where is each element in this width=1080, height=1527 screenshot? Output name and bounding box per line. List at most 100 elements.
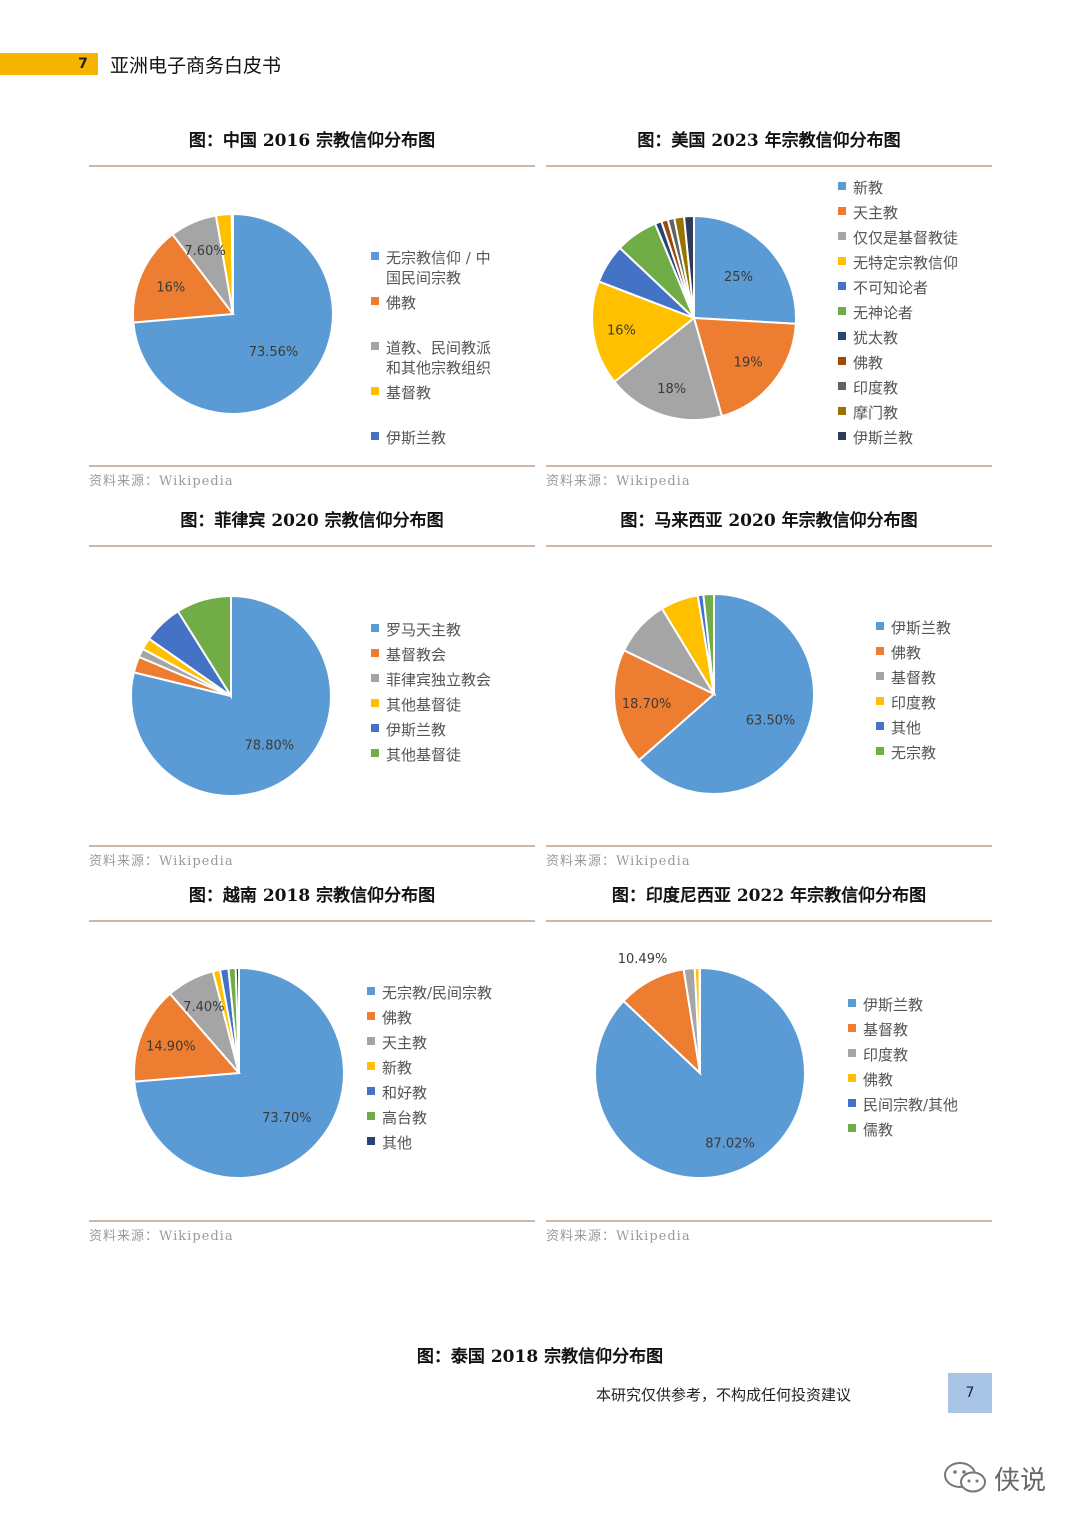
legend-item: 高台教 bbox=[367, 1108, 427, 1128]
legend-item: 佛教 bbox=[367, 1008, 412, 1028]
legend-swatch bbox=[371, 342, 379, 350]
legend-item: 佛教 bbox=[371, 293, 416, 313]
legend-item: 无宗教/民间宗教 bbox=[367, 983, 492, 1003]
legend-label: 基督教 bbox=[863, 1021, 909, 1039]
legend-item: 其他 bbox=[876, 718, 921, 738]
chart-panel-5: 图：印度尼西亚 2022 年宗教信仰分布图 资料来源：Wikipedia 87.02… bbox=[546, 881, 992, 1253]
pie-slice bbox=[692, 316, 797, 418]
legend-swatch bbox=[371, 297, 379, 305]
chart-title: 图：印度尼西亚 2022 年宗教信仰分布图 bbox=[611, 886, 927, 906]
legend-swatch bbox=[848, 1024, 856, 1032]
pie-chart: 87.02% 10.49% bbox=[594, 952, 806, 1179]
source-note: 资料来源：Wikipedia bbox=[546, 474, 691, 489]
data-label: 7.60% bbox=[184, 244, 225, 259]
legend-item: 天主教 bbox=[367, 1033, 427, 1053]
legend-swatch bbox=[876, 672, 884, 680]
legend-swatch bbox=[876, 647, 884, 655]
chart-panel-3: 图：马来西亚 2020 年宗教信仰分布图 资料来源：Wikipedia 63.50%… bbox=[546, 506, 992, 878]
legend-label: 其他基督徒 bbox=[386, 696, 462, 714]
legend-label: 伊斯兰教 bbox=[863, 996, 924, 1014]
legend-swatch bbox=[371, 624, 379, 632]
data-label: 10.49% bbox=[618, 952, 668, 967]
data-label: 7.40% bbox=[183, 1000, 224, 1015]
pie-slice bbox=[132, 232, 235, 324]
data-label: 16% bbox=[607, 323, 636, 338]
legend-swatch bbox=[838, 357, 846, 365]
legend-label: 佛教 bbox=[382, 1009, 413, 1027]
legend-label: 伊斯兰教 bbox=[386, 429, 447, 447]
data-label: 16% bbox=[156, 280, 185, 295]
legend-label: 伊斯兰教 bbox=[386, 721, 447, 739]
chart-title: 图：美国 2023 年宗教信仰分布图 bbox=[637, 131, 901, 151]
legend-label: 不可知论者 bbox=[853, 279, 929, 297]
legend-swatch bbox=[848, 1049, 856, 1057]
legend-item: 不可知论者 bbox=[838, 278, 928, 298]
legend-item: 无神论者 bbox=[838, 303, 913, 323]
chart-panel-1: 图：美国 2023 年宗教信仰分布图资料来源：Wikipedia 25% 19% 18… bbox=[546, 126, 992, 498]
source-note: 资料来源：Wikipedia bbox=[89, 1229, 234, 1244]
legend-item: 儒教 bbox=[848, 1120, 893, 1140]
pie-slice bbox=[176, 594, 232, 700]
legend-label: 民间宗教/其他 bbox=[863, 1096, 959, 1114]
legend-swatch bbox=[838, 207, 846, 215]
chart-panel-0: 图：中国 2016 宗教信仰分布图 资料来源：Wikipedia 73.56% 16%… bbox=[89, 126, 535, 498]
pie-slice bbox=[612, 316, 724, 421]
pie-chart: 73.56% 16% 7.60% bbox=[132, 212, 334, 415]
legend-label: 天主教 bbox=[853, 204, 899, 222]
wechat-icon bbox=[944, 1462, 986, 1493]
bottom-rule bbox=[546, 465, 992, 467]
legend-item: 伊斯兰教 bbox=[371, 428, 446, 448]
chart-panel-4: 图：越南 2018 宗教信仰分布图 资料来源：Wikipedia 73.70% 14.… bbox=[89, 881, 535, 1253]
title-rule bbox=[546, 545, 992, 547]
legend-swatch bbox=[367, 1087, 375, 1095]
legend-swatch bbox=[838, 182, 846, 190]
legend-swatch bbox=[371, 749, 379, 757]
legend-item: 天主教 bbox=[838, 203, 898, 223]
title-rule bbox=[89, 545, 535, 547]
legend-label: 儒教 bbox=[863, 1121, 894, 1139]
header-page-number: 7 bbox=[78, 56, 88, 72]
legend-swatch bbox=[371, 432, 379, 440]
legend-swatch bbox=[371, 387, 379, 395]
legend-swatch bbox=[371, 674, 379, 682]
legend-label: 伊斯兰教 bbox=[853, 429, 914, 447]
legend-item: 伊斯兰教 bbox=[371, 720, 446, 740]
data-label: 19% bbox=[734, 355, 763, 370]
data-label: 25% bbox=[724, 270, 753, 285]
header-accent-bar bbox=[0, 53, 98, 75]
legend-label: 其他基督徒 bbox=[386, 746, 462, 764]
bottom-chart-title: 图：泰国 2018 宗教信仰分布图 bbox=[416, 1347, 664, 1367]
legend-label: 无宗教 bbox=[891, 744, 937, 762]
chart-panel-2: 图：菲律宾 2020 宗教信仰分布图 资料来源：Wikipedia 78.80% 罗马… bbox=[89, 506, 535, 878]
legend-item: 基督教会 bbox=[371, 645, 446, 665]
legend-item: 犹太教 bbox=[838, 328, 898, 348]
legend-label: 犹太教 bbox=[853, 329, 899, 347]
legend-label: 佛教 bbox=[853, 354, 884, 372]
legend-item: 印度教 bbox=[838, 378, 898, 398]
legend-item: 印度教 bbox=[876, 693, 936, 713]
legend-swatch bbox=[848, 1074, 856, 1082]
legend-swatch bbox=[367, 1112, 375, 1120]
legend-label: 道教、民间教派 和其他宗教组织 bbox=[386, 339, 492, 377]
data-label: 78.80% bbox=[245, 739, 295, 754]
legend-item: 佛教 bbox=[876, 643, 921, 663]
legend-swatch bbox=[876, 622, 884, 630]
legend-swatch bbox=[367, 1037, 375, 1045]
title-rule bbox=[546, 920, 992, 922]
bottom-rule bbox=[89, 1220, 535, 1222]
legend-item: 伊斯兰教 bbox=[838, 428, 913, 448]
legend-swatch bbox=[848, 1099, 856, 1107]
bottom-rule bbox=[546, 1220, 992, 1222]
legend-label: 菲律宾独立教会 bbox=[386, 671, 492, 689]
legend-item: 伊斯兰教 bbox=[848, 995, 923, 1015]
legend-item: 新教 bbox=[838, 178, 883, 198]
legend-label: 基督教 bbox=[891, 669, 937, 687]
pie-slice bbox=[133, 992, 242, 1083]
chart-title: 图：越南 2018 宗教信仰分布图 bbox=[188, 886, 436, 906]
legend-swatch bbox=[371, 649, 379, 657]
legend-item: 基督教 bbox=[848, 1020, 908, 1040]
data-label: 18% bbox=[657, 382, 686, 397]
source-note: 资料来源：Wikipedia bbox=[89, 474, 234, 489]
legend-label: 无宗教/民间宗教 bbox=[382, 984, 493, 1002]
legend-swatch bbox=[848, 999, 856, 1007]
